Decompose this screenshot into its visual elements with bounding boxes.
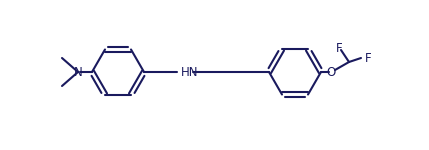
Text: N: N: [74, 66, 82, 78]
Text: F: F: [365, 51, 372, 64]
Text: F: F: [335, 42, 342, 54]
Text: O: O: [326, 66, 335, 78]
Text: HN: HN: [181, 66, 199, 78]
